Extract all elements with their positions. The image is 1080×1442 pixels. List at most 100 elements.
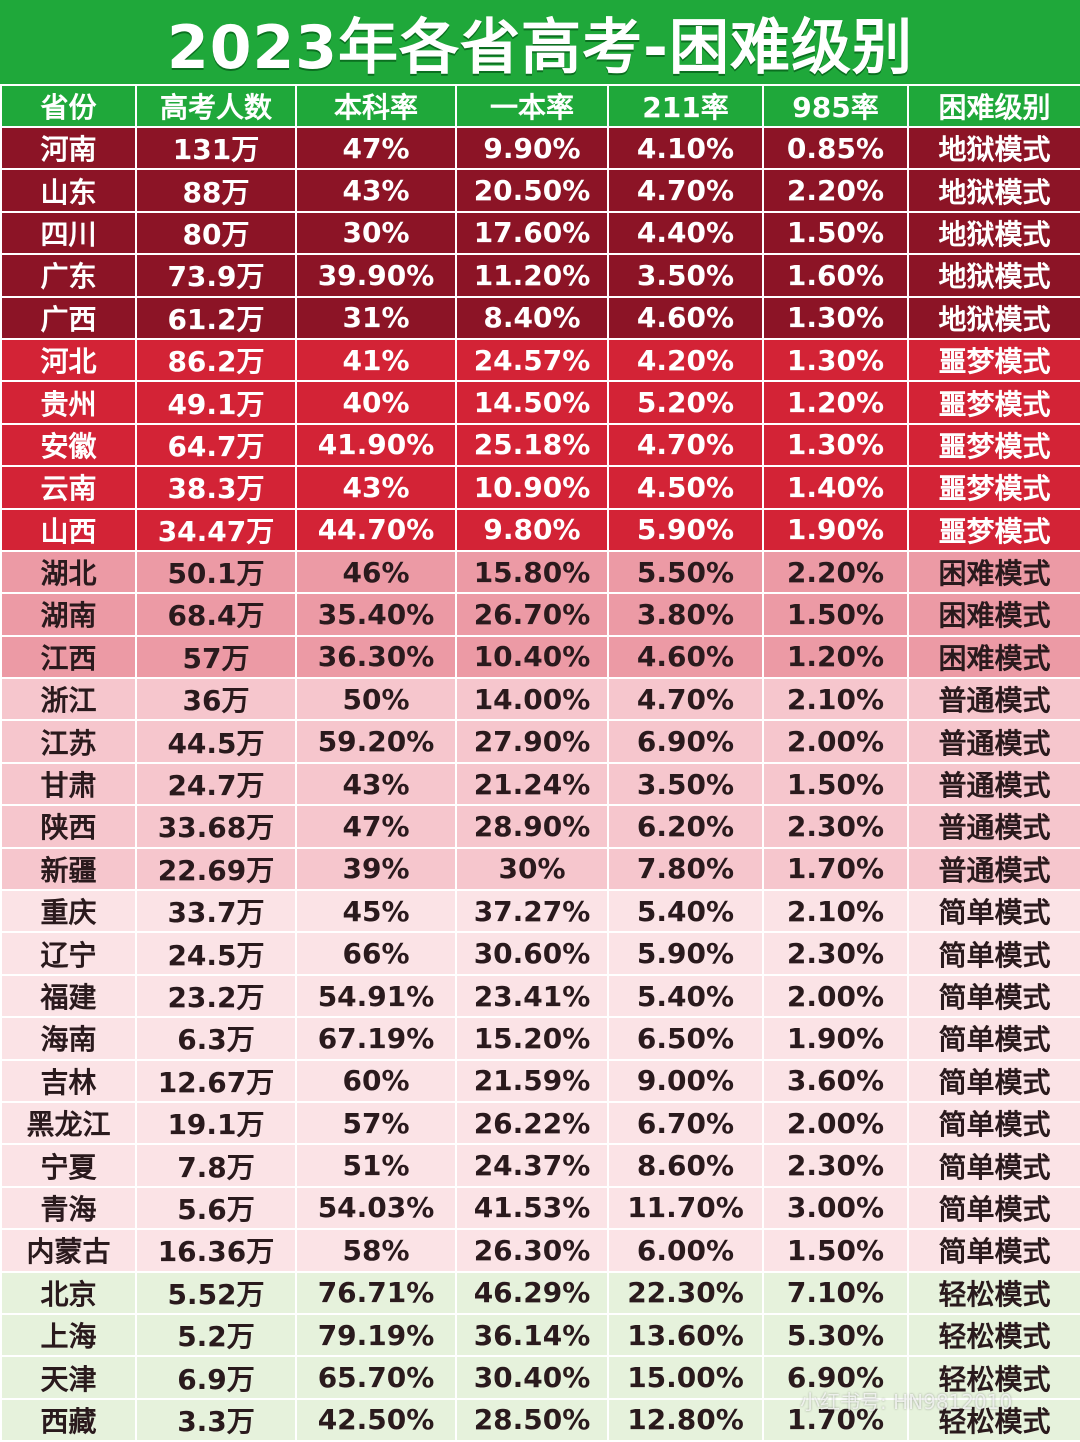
table-row: 重庆 33.7万 45% 37.27% 5.40% 2.10% 简单模式: [0, 889, 1080, 934]
difficulty-level-cell: 普通模式: [907, 846, 1080, 892]
examinees-cell: 86.2万: [135, 337, 297, 383]
rate-985-cell: 1.20%: [762, 634, 909, 680]
rate-985-cell: 1.90%: [762, 1016, 909, 1061]
undergrad-rate-cell: 66%: [295, 931, 457, 976]
undergrad-rate-cell: 57%: [295, 1100, 457, 1146]
rate-985-cell: 1.90%: [762, 507, 909, 552]
column-header: 省份: [0, 84, 137, 128]
tier1-rate-cell: 24.57%: [455, 337, 609, 383]
table-row: 宁夏 7.8万 51% 24.37% 8.60% 2.30% 简单模式: [0, 1143, 1080, 1188]
watermark: 小红书号: HN9812010: [800, 1390, 1013, 1414]
province-cell: 海南: [0, 1016, 137, 1061]
rate-985-cell: 2.20%: [762, 549, 909, 595]
undergrad-rate-cell: 36.30%: [295, 634, 457, 680]
rate-985-cell: 1.60%: [762, 253, 909, 298]
examinees-cell: 80万: [135, 210, 297, 256]
examinees-cell: 16.36万: [135, 1228, 297, 1273]
province-cell: 安徽: [0, 422, 137, 468]
undergrad-rate-cell: 54.91%: [295, 973, 457, 1019]
rate-985-cell: 3.60%: [762, 1058, 909, 1103]
province-cell: 云南: [0, 465, 137, 510]
province-cell: 西藏: [0, 1397, 137, 1442]
examinees-cell: 68.4万: [135, 592, 297, 637]
rate-211-cell: 4.60%: [607, 634, 764, 680]
title-bar: 2023年各省高考-困难级别: [0, 0, 1080, 84]
rate-211-cell: 4.10%: [607, 125, 764, 171]
examinees-cell: 34.47万: [135, 507, 297, 552]
table-row: 江西 57万 36.30% 10.40% 4.60% 1.20% 困难模式: [0, 634, 1080, 680]
tier1-rate-cell: 30.60%: [455, 931, 609, 976]
rate-211-cell: 3.80%: [607, 592, 764, 637]
province-cell: 吉林: [0, 1058, 137, 1103]
examinees-cell: 50.1万: [135, 549, 297, 595]
examinees-cell: 49.1万: [135, 380, 297, 425]
examinees-cell: 6.3万: [135, 1016, 297, 1061]
rate-985-cell: 2.30%: [762, 931, 909, 976]
table-row: 陕西 33.68万 47% 28.90% 6.20% 2.30% 普通模式: [0, 804, 1080, 849]
rate-985-cell: 5.30%: [762, 1312, 909, 1358]
examinees-cell: 19.1万: [135, 1100, 297, 1146]
province-cell: 新疆: [0, 846, 137, 892]
tier1-rate-cell: 41.53%: [455, 1185, 609, 1231]
column-header: 本科率: [295, 84, 457, 128]
examinees-cell: 61.2万: [135, 295, 297, 340]
table-row: 吉林 12.67万 60% 21.59% 9.00% 3.60% 简单模式: [0, 1058, 1080, 1103]
difficulty-level-cell: 简单模式: [907, 1228, 1080, 1273]
table-row: 甘肃 24.7万 43% 21.24% 3.50% 1.50% 普通模式: [0, 761, 1080, 807]
rate-985-cell: 1.70%: [762, 1397, 909, 1442]
undergrad-rate-cell: 39.90%: [295, 253, 457, 298]
difficulty-level-cell: 简单模式: [907, 1016, 1080, 1061]
rate-211-cell: 15.00%: [607, 1355, 764, 1400]
undergrad-rate-cell: 65.70%: [295, 1355, 457, 1400]
rate-211-cell: 6.70%: [607, 1100, 764, 1146]
tier1-rate-cell: 25.18%: [455, 422, 609, 468]
difficulty-level-cell: 简单模式: [907, 973, 1080, 1019]
undergrad-rate-cell: 59.20%: [295, 719, 457, 764]
table-row: 河南 131万 47% 9.90% 4.10% 0.85% 地狱模式: [0, 125, 1080, 171]
examinees-cell: 33.68万: [135, 804, 297, 849]
difficulty-level-cell: 简单模式: [907, 1100, 1080, 1146]
undergrad-rate-cell: 43%: [295, 168, 457, 213]
rate-211-cell: 8.60%: [607, 1143, 764, 1188]
undergrad-rate-cell: 44.70%: [295, 507, 457, 552]
province-cell: 湖南: [0, 592, 137, 637]
difficulty-level-cell: 噩梦模式: [907, 422, 1080, 468]
column-header: 一本率: [455, 84, 609, 128]
rate-211-cell: 4.20%: [607, 337, 764, 383]
examinees-cell: 24.5万: [135, 931, 297, 976]
rate-985-cell: 2.00%: [762, 719, 909, 764]
province-cell: 山东: [0, 168, 137, 213]
rate-211-cell: 4.70%: [607, 677, 764, 722]
table-row: 海南 6.3万 67.19% 15.20% 6.50% 1.90% 简单模式: [0, 1016, 1080, 1061]
undergrad-rate-cell: 50%: [295, 677, 457, 722]
rate-211-cell: 6.50%: [607, 1016, 764, 1061]
tier1-rate-cell: 30%: [455, 846, 609, 892]
tier1-rate-cell: 26.70%: [455, 592, 609, 637]
rate-985-cell: 2.10%: [762, 889, 909, 934]
rate-211-cell: 9.00%: [607, 1058, 764, 1103]
tier1-rate-cell: 27.90%: [455, 719, 609, 764]
difficulty-level-cell: 地狱模式: [907, 253, 1080, 298]
province-cell: 辽宁: [0, 931, 137, 976]
rate-985-cell: 1.30%: [762, 295, 909, 340]
rate-211-cell: 4.70%: [607, 168, 764, 213]
examinees-cell: 38.3万: [135, 465, 297, 510]
undergrad-rate-cell: 58%: [295, 1228, 457, 1273]
province-cell: 江西: [0, 634, 137, 680]
tier1-rate-cell: 26.22%: [455, 1100, 609, 1146]
province-cell: 四川: [0, 210, 137, 256]
undergrad-rate-cell: 67.19%: [295, 1016, 457, 1061]
table-row: 青海 5.6万 54.03% 41.53% 11.70% 3.00% 简单模式: [0, 1185, 1080, 1231]
undergrad-rate-cell: 45%: [295, 889, 457, 934]
tier1-rate-cell: 9.80%: [455, 507, 609, 552]
examinees-cell: 44.5万: [135, 719, 297, 764]
tier1-rate-cell: 9.90%: [455, 125, 609, 171]
undergrad-rate-cell: 47%: [295, 125, 457, 171]
undergrad-rate-cell: 39%: [295, 846, 457, 892]
difficulty-level-cell: 轻松模式: [907, 1312, 1080, 1358]
table-row: 辽宁 24.5万 66% 30.60% 5.90% 2.30% 简单模式: [0, 931, 1080, 976]
table-row: 安徽 64.7万 41.90% 25.18% 4.70% 1.30% 噩梦模式: [0, 422, 1080, 468]
table-row: 内蒙古 16.36万 58% 26.30% 6.00% 1.50% 简单模式: [0, 1228, 1080, 1273]
table-row: 福建 23.2万 54.91% 23.41% 5.40% 2.00% 简单模式: [0, 973, 1080, 1019]
rate-985-cell: 1.30%: [762, 337, 909, 383]
